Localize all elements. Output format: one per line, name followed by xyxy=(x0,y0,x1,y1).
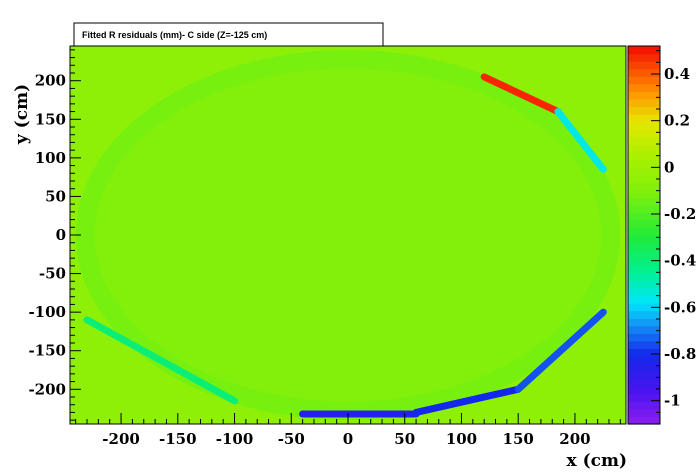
colorbar-cell xyxy=(628,393,660,402)
heatmap-area xyxy=(70,46,626,424)
x-tick-label: 150 xyxy=(503,430,534,448)
colorbar-cell xyxy=(628,46,660,55)
colorbar-cell xyxy=(628,348,660,357)
colorbar-cell xyxy=(628,257,660,266)
colorbar-cell xyxy=(628,106,660,115)
colorbar-cell xyxy=(628,53,660,62)
colorbar-cell xyxy=(628,325,660,334)
y-tick-label: 0 xyxy=(56,226,66,244)
rim-feature-4 xyxy=(514,308,607,393)
x-tick-label: 100 xyxy=(446,430,477,448)
colorbar-cell xyxy=(628,408,660,418)
colorbar-cell xyxy=(628,114,660,123)
colorbar-cell xyxy=(628,212,660,221)
z-tick-label: -0.2 xyxy=(664,205,696,223)
colorbar-cell xyxy=(628,227,660,236)
rim-feature-0 xyxy=(480,73,562,116)
colorbar-cell xyxy=(628,333,660,342)
colorbar-cell xyxy=(628,189,660,198)
y-axis: -200 -150 -100 -50 0 50 100 150 200 xyxy=(28,49,81,421)
colorbar-cell xyxy=(628,295,660,304)
colorbar-cell xyxy=(628,174,660,183)
z-tick-label: -0.6 xyxy=(664,298,696,316)
colorbar-cell xyxy=(628,159,660,168)
x-tick-label: 200 xyxy=(559,430,590,448)
colorbar-cell xyxy=(628,340,660,349)
colorbar-cell xyxy=(628,378,660,387)
colorbar-cell xyxy=(628,166,660,176)
title-box xyxy=(73,22,384,47)
rim-feature-5 xyxy=(83,316,239,405)
colorbar-cell xyxy=(628,68,660,77)
colorbar-cell xyxy=(628,91,660,100)
colorbar-cell xyxy=(628,303,660,312)
z-tick-label: -0.8 xyxy=(664,345,696,363)
y-tick-label: -100 xyxy=(28,303,66,321)
y-tick-label: -200 xyxy=(28,380,66,398)
colorbar-cell xyxy=(628,272,660,281)
colorbar-cell xyxy=(628,121,660,130)
colorbar-cell xyxy=(628,250,660,259)
colorbar-cell xyxy=(628,129,660,138)
colorbar-cell xyxy=(628,197,660,206)
colorbar-cell xyxy=(628,204,660,213)
colorbar-cell xyxy=(628,235,660,244)
x-tick-label: -50 xyxy=(278,430,305,448)
colorbar-cell xyxy=(628,98,660,108)
colorbar-cell xyxy=(628,219,660,229)
x-tick-label: 0 xyxy=(343,430,353,448)
y-axis-title: y (cm) xyxy=(12,84,32,145)
y-tick-label: 150 xyxy=(35,110,66,128)
x-axis-title: x (cm) xyxy=(567,451,627,471)
z-tick-label: 0 xyxy=(664,158,674,176)
colorbar-cell xyxy=(628,61,660,70)
color-scale: -1 -0.8 -0.6 -0.4 -0.2 0 0.2 0.4 xyxy=(627,45,696,425)
y-tick-label: 100 xyxy=(35,149,66,167)
y-tick-label: -50 xyxy=(39,265,66,283)
z-tick-label: -0.4 xyxy=(664,252,696,270)
heatmap-ellipse-inner xyxy=(94,68,602,402)
y-tick-label: 200 xyxy=(35,72,66,90)
colorbar-cell xyxy=(628,136,660,145)
z-tick-label: 0.4 xyxy=(664,65,690,83)
colorbar-cell xyxy=(628,363,660,372)
colorbar-cell xyxy=(628,287,660,297)
y-tick-label: -150 xyxy=(28,342,66,360)
x-tick-label: 50 xyxy=(394,430,415,448)
rim-feature-3 xyxy=(412,385,522,416)
x-tick-label: -200 xyxy=(102,430,140,448)
colorbar-frame xyxy=(627,45,661,425)
colorbar-cell xyxy=(628,265,660,274)
colorbar-cell xyxy=(628,310,660,319)
colorbar-cell xyxy=(628,386,660,395)
colorbar-cell xyxy=(628,182,660,191)
x-tick-label: -150 xyxy=(159,430,197,448)
colorbar-cell xyxy=(628,280,660,289)
x-tick-label: -100 xyxy=(216,430,254,448)
colorbar-cell xyxy=(628,416,660,425)
colorbar-cell xyxy=(628,76,660,85)
x-axis: -200 -150 -100 -50 0 50 100 150 200 xyxy=(75,413,621,448)
colorbar-cell xyxy=(628,242,660,251)
colorbar-cell xyxy=(628,83,660,92)
y-tick-label: 50 xyxy=(45,187,66,205)
colorbar-cell xyxy=(628,151,660,160)
rim-feature-1 xyxy=(554,108,607,173)
colorbar-cell xyxy=(628,371,660,380)
colorbar-cell xyxy=(628,401,660,410)
colorbar-cell xyxy=(628,355,660,365)
z-tick-label: 0.2 xyxy=(664,112,690,130)
z-tick-label: -1 xyxy=(664,392,681,410)
colorbar-cell xyxy=(628,318,660,327)
chart-title: Fitted R residuals (mm)- C side (Z=-125 … xyxy=(82,30,267,40)
colorbar-cell xyxy=(628,144,660,153)
